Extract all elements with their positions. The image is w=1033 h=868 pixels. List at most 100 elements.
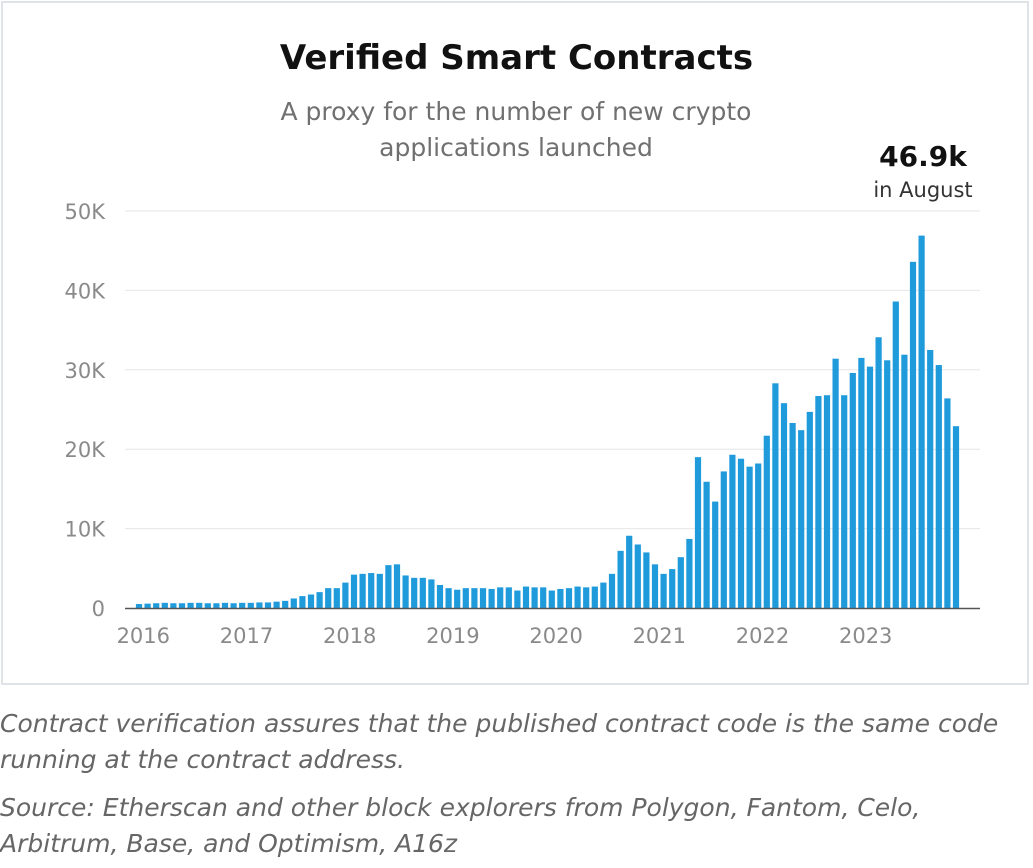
bar <box>935 365 942 608</box>
bar <box>669 569 676 608</box>
bar <box>729 454 736 608</box>
bar <box>737 458 745 608</box>
bar <box>858 357 865 608</box>
bar <box>393 564 401 608</box>
bar <box>471 588 478 608</box>
bar <box>282 600 289 608</box>
bar <box>522 586 530 608</box>
bar <box>548 590 555 608</box>
bar <box>488 588 495 608</box>
bar <box>901 354 908 608</box>
x-tick-label: 2018 <box>323 624 376 648</box>
bar <box>694 457 702 608</box>
peak-annotation-label: in August <box>873 178 973 202</box>
bar <box>832 358 839 608</box>
bar <box>325 588 332 608</box>
bar <box>316 592 323 608</box>
bar <box>307 594 315 608</box>
x-tick-label: 2021 <box>633 624 686 648</box>
bar <box>540 587 547 608</box>
bar <box>454 589 461 608</box>
bar <box>445 588 452 608</box>
bar <box>660 573 667 608</box>
bar <box>600 582 607 608</box>
bar <box>256 602 263 608</box>
bar <box>247 602 254 608</box>
bar <box>144 603 151 608</box>
bar <box>617 550 624 608</box>
bar <box>755 463 762 608</box>
bar <box>178 603 186 608</box>
bar <box>634 544 641 608</box>
bar <box>290 598 297 608</box>
bar <box>583 587 590 608</box>
bar <box>608 573 616 608</box>
bar <box>823 395 831 608</box>
x-tick-label: 2022 <box>736 624 789 648</box>
bar <box>780 403 788 608</box>
bar <box>626 535 633 608</box>
bar <box>806 411 813 608</box>
x-tick-label: 2017 <box>220 624 273 648</box>
bar <box>798 430 805 608</box>
bar <box>170 603 177 608</box>
bar <box>763 435 770 608</box>
x-tick-label: 2020 <box>529 624 582 648</box>
bar <box>703 481 710 608</box>
chart-subtitle: A proxy for the number of new crypto app… <box>280 97 752 162</box>
bar <box>815 396 822 608</box>
bar <box>841 395 848 608</box>
bar <box>772 383 779 608</box>
bar <box>479 588 487 608</box>
bar <box>385 565 392 608</box>
chart-source: Source: Etherscan and other block explor… <box>0 793 921 858</box>
y-tick-label: 40K <box>65 279 107 303</box>
bar <box>849 372 856 608</box>
bar <box>909 261 917 608</box>
chart-title: Verified Smart Contracts <box>279 38 754 78</box>
bar <box>712 501 719 608</box>
bar <box>677 557 684 608</box>
bar <box>643 552 650 608</box>
bar <box>591 586 598 608</box>
bar <box>153 603 160 608</box>
x-tick-label: 2019 <box>426 624 479 648</box>
bar <box>230 603 237 608</box>
bar <box>161 602 168 608</box>
y-tick-label: 20K <box>65 438 107 462</box>
bar <box>428 579 435 608</box>
bar <box>359 573 366 608</box>
bar <box>686 538 693 608</box>
bar <box>419 577 426 608</box>
bar <box>927 349 934 608</box>
bar <box>273 601 280 608</box>
bar <box>720 471 727 608</box>
bar <box>651 564 659 608</box>
bar <box>952 426 960 608</box>
bar <box>866 366 874 608</box>
bar-chart: 0 10K 20K 30K 40K 50K 2016 2017 2018 2019 2020 2021… <box>65 200 980 648</box>
x-tick-label: 2023 <box>839 624 892 648</box>
y-tick-label: 30K <box>65 359 107 383</box>
bar <box>402 575 409 608</box>
y-tick-label: 10K <box>65 518 107 542</box>
x-tick-label: 2016 <box>117 624 170 648</box>
bar <box>221 602 229 608</box>
bar <box>264 602 272 608</box>
bar <box>333 588 340 608</box>
bar <box>565 588 573 608</box>
bar <box>892 301 899 608</box>
bar <box>213 603 220 608</box>
bar <box>875 337 882 608</box>
bar <box>918 235 925 608</box>
bar <box>557 588 564 608</box>
y-tick-label: 50K <box>65 200 107 224</box>
bar <box>350 574 358 608</box>
bar <box>299 596 306 608</box>
y-tick-label: 0 <box>92 597 105 621</box>
bar <box>531 587 538 608</box>
bar <box>368 573 375 608</box>
bar <box>884 360 891 608</box>
bar <box>187 602 194 608</box>
bar <box>436 584 444 608</box>
